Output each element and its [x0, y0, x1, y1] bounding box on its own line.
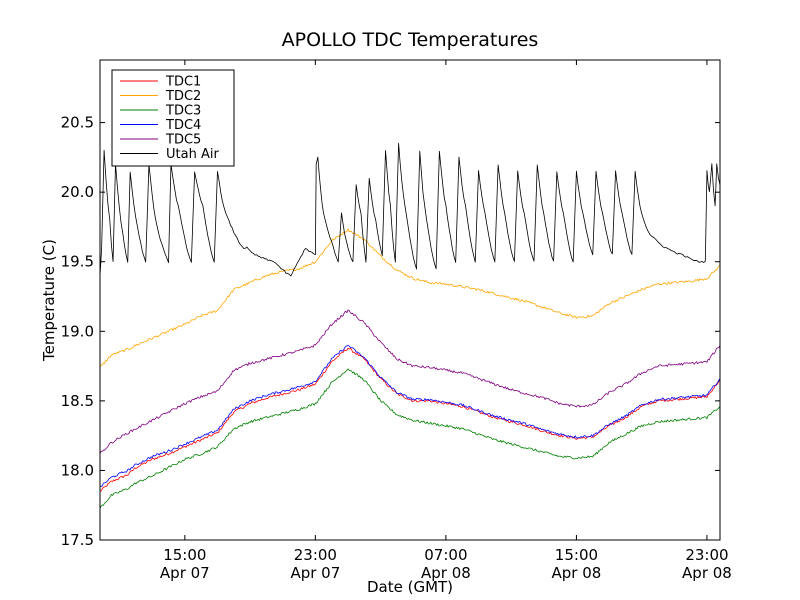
- x-tick-time-label: 23:00: [294, 546, 337, 564]
- x-tick-date-label: Apr 07: [160, 564, 210, 582]
- legend-label-tdc3: TDC3: [165, 104, 201, 119]
- legend-label-tdc5: TDC5: [165, 133, 201, 148]
- y-tick-label: 19.0: [61, 322, 94, 340]
- chart-title: APOLLO TDC Temperatures: [282, 29, 539, 51]
- x-axis-label: Date (GMT): [367, 578, 453, 596]
- y-tick-label: 19.5: [61, 253, 94, 271]
- legend-frame: [111, 69, 235, 167]
- x-tick-date-label: Apr 07: [290, 564, 340, 582]
- y-tick-label: 17.5: [61, 531, 94, 549]
- y-tick-label: 20.0: [61, 183, 94, 201]
- y-tick-label: 18.5: [61, 392, 94, 410]
- x-tick-date-label: Apr 08: [552, 564, 602, 582]
- x-tick-time-label: 23:00: [685, 546, 728, 564]
- y-tick-label: 20.5: [61, 114, 94, 132]
- legend-label-tdc4: TDC4: [165, 118, 201, 133]
- series-layer: [100, 142, 720, 509]
- x-tick-time-label: 15:00: [555, 546, 598, 564]
- legend-label-utah-air: Utah Air: [166, 147, 219, 162]
- series-line-tdc2: [100, 228, 720, 367]
- x-tick-time-label: 15:00: [163, 546, 206, 564]
- plot-frame: [99, 59, 721, 541]
- x-tick-time-label: 07:00: [424, 546, 467, 564]
- y-axis-label: Temperature (C): [40, 239, 58, 362]
- x-tick-date-label: Apr 08: [421, 564, 471, 582]
- y-tick-label: 18.0: [61, 461, 94, 479]
- series-line-tdc3: [100, 368, 720, 509]
- series-line-tdc5: [100, 309, 720, 454]
- legend-label-tdc2: TDC2: [165, 89, 201, 104]
- legend-label-tdc1: TDC1: [165, 75, 201, 90]
- series-line-tdc1: [100, 347, 720, 492]
- series-line-tdc4: [100, 344, 720, 487]
- series-line-utah-air: [100, 142, 720, 277]
- x-tick-date-label: Apr 08: [682, 564, 732, 582]
